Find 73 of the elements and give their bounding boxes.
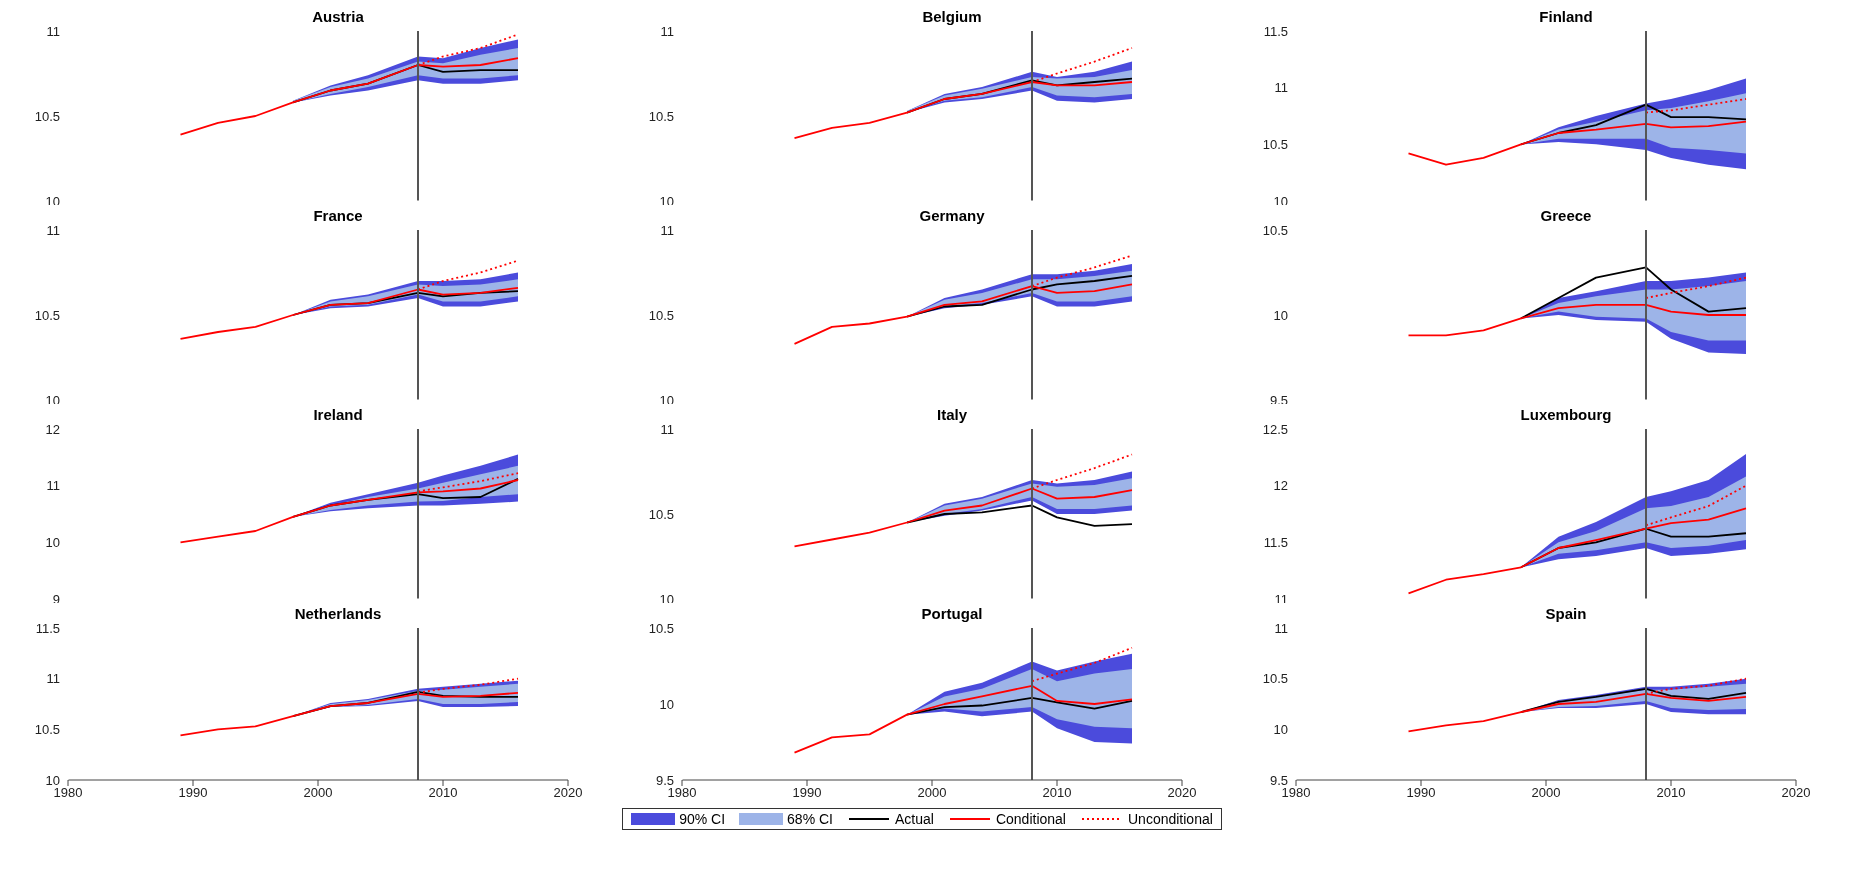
- y-tick-label: 10.5: [648, 506, 674, 522]
- x-tick-label: 2010: [1656, 785, 1686, 801]
- y-tick-label: 11: [660, 421, 674, 437]
- x-tick-label: 1990: [1406, 785, 1436, 801]
- y-tick-label: 10: [45, 772, 60, 788]
- chart-title: Netherlands: [293, 605, 383, 622]
- y-tick-label: 10: [659, 392, 674, 408]
- y-tick-label: 11: [46, 23, 60, 39]
- y-tick-label: 10: [1273, 721, 1288, 737]
- chart-title: Italy: [936, 406, 968, 423]
- y-tick-label: 10.5: [34, 307, 60, 323]
- y-tick-label: 10: [659, 591, 674, 607]
- y-tick-label: 10.5: [648, 620, 674, 636]
- chart-title: Spain: [1544, 605, 1588, 622]
- legend-label: Actual: [895, 811, 934, 827]
- chart-title: Greece: [1539, 207, 1593, 224]
- x-tick-label: 1980: [667, 785, 697, 801]
- chart-title: Finland: [1538, 8, 1594, 25]
- y-tick-label: 11.5: [1263, 23, 1288, 39]
- y-tick-label: 10: [1273, 193, 1288, 209]
- y-tick-label: 10.5: [34, 108, 60, 124]
- y-tick-label: 12: [1273, 478, 1288, 494]
- x-tick-label: 1990: [178, 785, 208, 801]
- y-tick-label: 10.5: [1262, 136, 1288, 152]
- x-tick-label: 2000: [1531, 785, 1561, 801]
- legend-label: 68% CI: [787, 811, 833, 827]
- y-tick-label: 11: [1274, 620, 1288, 636]
- y-tick-label: 10: [659, 193, 674, 209]
- y-tick-label: 9.5: [1269, 772, 1288, 788]
- legend-label: Unconditional: [1127, 811, 1213, 827]
- chart-title: Luxembourg: [1519, 406, 1613, 423]
- chart-title: Austria: [311, 8, 365, 25]
- x-tick-label: 2000: [917, 785, 947, 801]
- chart-title: France: [312, 207, 364, 224]
- x-tick-label: 2000: [303, 785, 333, 801]
- x-tick-label: 1980: [53, 785, 83, 801]
- y-tick-label: 11: [46, 222, 60, 238]
- legend-label: 90% CI: [679, 811, 726, 827]
- y-tick-label: 11: [660, 222, 674, 238]
- y-tick-label: 9.5: [655, 772, 674, 788]
- y-tick-label: 12: [45, 421, 60, 437]
- y-tick-label: 11.5: [1263, 534, 1288, 550]
- x-tick-label: 1980: [1281, 785, 1311, 801]
- y-tick-label: 10: [1273, 307, 1288, 323]
- y-tick-label: 11.5: [35, 620, 60, 636]
- legend-label: Conditional: [995, 811, 1066, 827]
- y-tick-label: 10.5: [648, 108, 674, 124]
- y-tick-label: 10.5: [648, 307, 674, 323]
- y-tick-label: 11: [46, 671, 60, 687]
- y-tick-label: 10: [45, 534, 60, 550]
- y-tick-label: 10.5: [1262, 671, 1288, 687]
- chart-title: Belgium: [921, 8, 983, 25]
- chart-title: Portugal: [920, 605, 984, 622]
- y-tick-label: 9: [52, 591, 60, 607]
- y-tick-label: 11: [660, 23, 674, 39]
- y-tick-label: 11: [46, 478, 60, 494]
- y-tick-label: 10.5: [1262, 222, 1288, 238]
- y-tick-label: 10: [45, 193, 60, 209]
- x-tick-label: 2020: [553, 785, 583, 801]
- x-tick-label: 2010: [428, 785, 458, 801]
- x-tick-label: 2010: [1042, 785, 1072, 801]
- x-tick-label: 2020: [1781, 785, 1811, 801]
- y-tick-label: 9.5: [1269, 392, 1288, 408]
- y-tick-label: 10: [659, 696, 674, 712]
- y-tick-label: 10: [45, 392, 60, 408]
- y-tick-label: 11: [1274, 591, 1288, 607]
- x-tick-label: 1990: [792, 785, 822, 801]
- y-tick-label: 10.5: [34, 721, 60, 737]
- chart-title: Germany: [918, 207, 986, 224]
- x-tick-label: 2020: [1167, 785, 1197, 801]
- y-tick-label: 12.5: [1262, 421, 1288, 437]
- chart-title: Ireland: [312, 406, 364, 423]
- y-tick-label: 11: [1274, 80, 1288, 96]
